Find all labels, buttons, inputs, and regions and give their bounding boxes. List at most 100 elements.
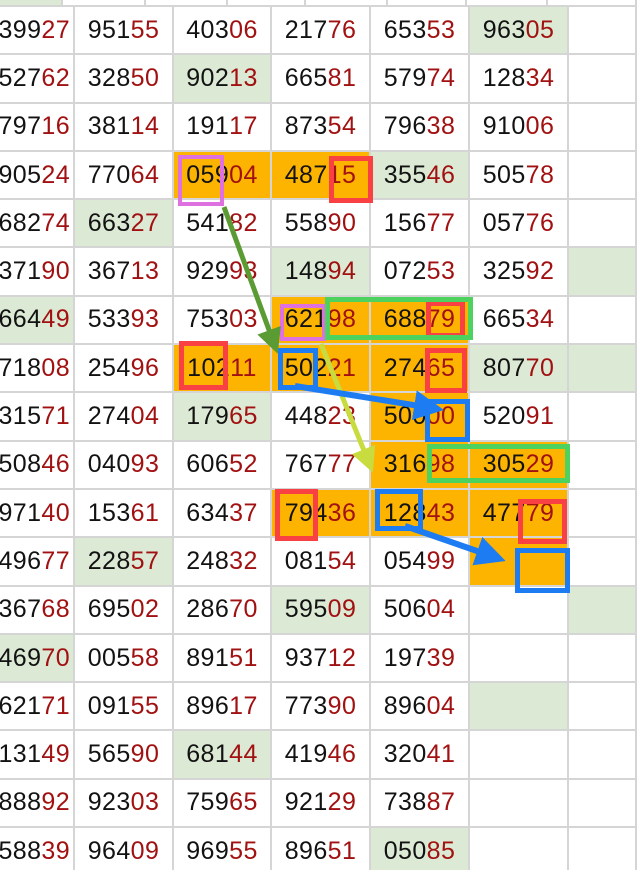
number-cell-r17c3[interactable]: 759 65 (174, 779, 272, 829)
number-cell-r5c5[interactable]: 156 77 (371, 200, 470, 249)
number-cell-r8c7[interactable] (569, 345, 637, 394)
number-cell-r4c2[interactable]: 770 64 (75, 151, 174, 201)
number-cell-r2c5[interactable]: 579 74 (371, 55, 470, 104)
number-cell-r6c1[interactable]: 371 90 (0, 248, 75, 297)
number-cell-r3c6[interactable]: 910 06 (470, 103, 569, 152)
number-cell-r10c6[interactable]: 305 29 (470, 441, 569, 490)
number-cell-r8c6[interactable]: 807 70 (470, 345, 569, 394)
number-cell-r9c3[interactable]: 179 65 (174, 393, 272, 442)
number-cell-r11c7[interactable] (569, 489, 637, 539)
number-cell-r8c2[interactable]: 254 96 (75, 345, 174, 394)
number-cell-r4c3[interactable]: 059 04 (174, 151, 272, 201)
number-cell-r12c2[interactable]: 228 57 (75, 538, 174, 587)
number-cell-r12c6[interactable] (470, 538, 569, 587)
number-cell-r10c2[interactable]: 040 93 (75, 441, 174, 490)
number-cell-r4c7[interactable] (569, 151, 637, 201)
number-cell-r16c4[interactable]: 419 46 (272, 731, 371, 780)
number-cell-r7c2[interactable]: 533 93 (75, 296, 174, 346)
number-cell-r9c4[interactable]: 448 23 (272, 393, 371, 442)
number-cell-r12c1[interactable]: 496 77 (0, 538, 75, 587)
number-cell-r14c1[interactable]: 469 70 (0, 634, 75, 684)
number-cell-r16c1[interactable]: 131 49 (0, 731, 75, 780)
number-cell-r15c1[interactable]: 621 71 (0, 683, 75, 732)
number-cell-r17c6[interactable] (470, 779, 569, 829)
number-cell-r15c7[interactable] (569, 683, 637, 732)
number-cell-r18c2[interactable]: 964 09 (75, 828, 174, 870)
number-cell-r15c6[interactable] (470, 683, 569, 732)
number-cell-r14c5[interactable]: 197 39 (371, 634, 470, 684)
number-cell-r3c4[interactable]: 873 54 (272, 103, 371, 152)
number-cell-r9c1[interactable]: 315 71 (0, 393, 75, 442)
number-cell-r5c3[interactable]: 541 82 (174, 200, 272, 249)
number-cell-r9c7[interactable] (569, 393, 637, 442)
number-cell-r2c7[interactable] (569, 55, 637, 104)
number-cell-r6c6[interactable]: 325 92 (470, 248, 569, 297)
number-cell-r9c2[interactable]: 274 04 (75, 393, 174, 442)
number-cell-r13c1[interactable]: 367 68 (0, 586, 75, 635)
number-cell-r16c6[interactable] (470, 731, 569, 780)
number-cell-r15c5[interactable]: 896 04 (371, 683, 470, 732)
number-cell-r16c7[interactable] (569, 731, 637, 780)
number-cell-r3c2[interactable]: 381 14 (75, 103, 174, 152)
number-cell-r10c5[interactable]: 316 98 (371, 441, 470, 490)
number-cell-r4c6[interactable]: 505 78 (470, 151, 569, 201)
number-cell-r4c1[interactable]: 905 24 (0, 151, 75, 201)
number-cell-r18c1[interactable]: 588 39 (0, 828, 75, 870)
number-cell-r5c1[interactable]: 682 74 (0, 200, 75, 249)
number-cell-r1c6[interactable]: 963 05 (470, 7, 569, 56)
number-cell-r12c4[interactable]: 081 54 (272, 538, 371, 587)
number-cell-r16c5[interactable]: 320 41 (371, 731, 470, 780)
number-cell-r5c7[interactable] (569, 200, 637, 249)
number-cell-r6c2[interactable]: 367 13 (75, 248, 174, 297)
number-cell-r6c4[interactable]: 148 94 (272, 248, 371, 297)
number-cell-r11c2[interactable]: 153 61 (75, 489, 174, 539)
number-cell-r8c3[interactable]: 102 11 (174, 345, 272, 394)
number-cell-r14c6[interactable] (470, 634, 569, 684)
number-cell-r12c3[interactable]: 248 32 (174, 538, 272, 587)
number-cell-r6c5[interactable]: 072 53 (371, 248, 470, 297)
number-cell-r13c7[interactable] (569, 586, 637, 635)
number-cell-r18c4[interactable]: 896 51 (272, 828, 371, 870)
number-cell-r2c4[interactable]: 665 81 (272, 55, 371, 104)
number-cell-r7c1[interactable]: 664 49 (0, 296, 75, 346)
number-cell-r2c1[interactable]: 527 62 (0, 55, 75, 104)
number-cell-r9c5[interactable]: 500 00 (371, 393, 470, 442)
number-cell-r15c2[interactable]: 091 55 (75, 683, 174, 732)
number-cell-r2c3[interactable]: 902 13 (174, 55, 272, 104)
number-cell-r18c3[interactable]: 969 55 (174, 828, 272, 870)
number-cell-r6c3[interactable]: 929 93 (174, 248, 272, 297)
number-cell-r2c6[interactable]: 128 34 (470, 55, 569, 104)
number-cell-r15c4[interactable]: 773 90 (272, 683, 371, 732)
number-cell-r3c5[interactable]: 796 38 (371, 103, 470, 152)
number-cell-r13c2[interactable]: 695 02 (75, 586, 174, 635)
number-cell-r1c2[interactable]: 951 55 (75, 7, 174, 56)
number-cell-r14c4[interactable]: 937 12 (272, 634, 371, 684)
number-cell-r6c7[interactable] (569, 248, 637, 297)
number-cell-r10c1[interactable]: 508 46 (0, 441, 75, 490)
number-cell-r7c7[interactable] (569, 296, 637, 346)
number-cell-r13c5[interactable]: 506 04 (371, 586, 470, 635)
number-cell-r3c3[interactable]: 191 17 (174, 103, 272, 152)
number-cell-r8c1[interactable]: 718 08 (0, 345, 75, 394)
number-cell-r1c3[interactable]: 403 06 (174, 7, 272, 56)
number-cell-r4c5[interactable]: 355 46 (371, 151, 470, 201)
number-cell-r11c6[interactable]: 477 79 (470, 489, 569, 539)
number-cell-r17c7[interactable] (569, 779, 637, 829)
number-cell-r7c4[interactable]: 621 98 (272, 296, 371, 346)
number-cell-r5c4[interactable]: 558 90 (272, 200, 371, 249)
number-cell-r9c6[interactable]: 520 91 (470, 393, 569, 442)
number-cell-r10c4[interactable]: 767 77 (272, 441, 371, 490)
number-cell-r17c4[interactable]: 921 29 (272, 779, 371, 829)
number-cell-r7c6[interactable]: 665 34 (470, 296, 569, 346)
number-cell-r8c5[interactable]: 274 65 (371, 345, 470, 394)
number-cell-r11c3[interactable]: 634 37 (174, 489, 272, 539)
number-cell-r13c3[interactable]: 286 70 (174, 586, 272, 635)
number-cell-r1c7[interactable] (569, 7, 637, 56)
number-cell-r2c2[interactable]: 328 50 (75, 55, 174, 104)
number-cell-r16c2[interactable]: 565 90 (75, 731, 174, 780)
number-cell-r12c7[interactable] (569, 538, 637, 587)
number-cell-r11c5[interactable]: 128 43 (371, 489, 470, 539)
number-cell-r14c2[interactable]: 005 58 (75, 634, 174, 684)
number-cell-r13c6[interactable] (470, 586, 569, 635)
number-cell-r4c4[interactable]: 487 15 (272, 151, 371, 201)
